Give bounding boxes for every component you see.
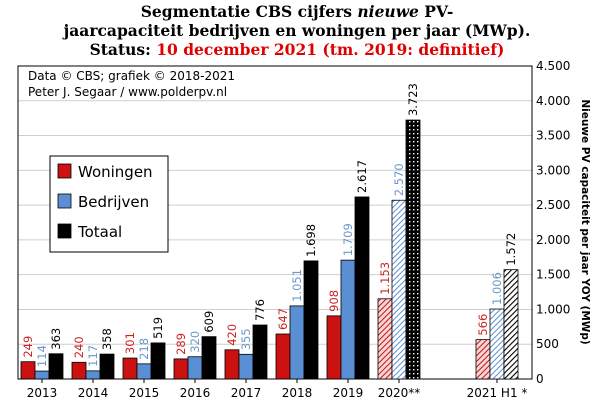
bar-totaal-2016	[201, 336, 217, 380]
value-label-bedrijven: 114	[35, 345, 49, 367]
bar-totaal-2018	[303, 260, 319, 380]
legend-swatch-totaal	[57, 223, 72, 239]
value-label-totaal: 609	[202, 311, 216, 333]
x-tick-label: 2015	[129, 386, 160, 400]
value-label-bedrijven: 218	[137, 338, 151, 360]
credit-line1: Data © CBS; grafiek © 2018-2021	[28, 69, 235, 83]
chart-status: Status: 10 december 2021 (tm. 2019: defi…	[90, 40, 505, 59]
value-label-totaal: 1.572	[504, 233, 518, 266]
y-tick-label: 4.000	[536, 94, 570, 108]
bar-bedrijven-2019	[340, 259, 356, 380]
x-tick-label: 2019	[333, 386, 364, 400]
bar-totaal-2021H1	[503, 269, 519, 380]
bar-totaal-2019	[354, 196, 370, 380]
value-label-woningen: 566	[476, 314, 490, 336]
value-label-woningen: 420	[225, 324, 239, 346]
bar-woningen-2017	[224, 349, 240, 380]
y-axis-label: Nieuwe PV capaciteit per jaar YOY (MWp)	[579, 99, 591, 344]
bar-woningen-2016	[173, 358, 189, 380]
value-label-totaal: 1.698	[304, 224, 318, 257]
bar-woningen-2020	[377, 298, 393, 380]
legend-swatch-woningen	[57, 163, 72, 179]
value-label-bedrijven: 117	[86, 345, 100, 367]
value-label-bedrijven: 2.570	[392, 163, 406, 196]
value-label-woningen: 1.153	[378, 262, 392, 295]
x-tick-label: 2020**	[378, 386, 421, 400]
value-label-woningen: 249	[21, 336, 35, 358]
y-tick-label: 3.000	[536, 163, 570, 177]
value-label-woningen: 908	[327, 290, 341, 312]
value-label-totaal: 3.723	[406, 83, 420, 116]
bar-totaal-2015	[150, 342, 166, 380]
y-tick-label: 1.000	[536, 302, 570, 316]
chart-title-line1: Segmentatie CBS cijfers nieuwe PV-	[141, 2, 454, 21]
chart-title-line2: jaarcapaciteit bedrijven en woningen per…	[62, 21, 531, 40]
plot-frame	[17, 65, 533, 380]
value-label-totaal: 2.617	[355, 160, 369, 193]
value-label-totaal: 776	[253, 299, 267, 321]
bar-woningen-2013	[20, 361, 36, 380]
bars	[20, 119, 519, 380]
y-axis: 0 500 1.000 1.500 2.000 2.500 3.000 3.500 4.000 4…	[536, 59, 570, 386]
bar-totaal-2020	[405, 119, 421, 380]
bar-woningen-2021H1	[475, 339, 491, 380]
y-tick-label: 2.500	[536, 198, 570, 212]
legend-label-totaal: Totaal	[77, 223, 122, 241]
y-tick-label: 500	[536, 337, 559, 351]
x-tick-label: 2014	[78, 386, 109, 400]
x-tick-label: 2018	[282, 386, 313, 400]
value-label-woningen: 647	[276, 308, 290, 330]
value-label-totaal: 363	[49, 328, 63, 350]
value-label-totaal: 358	[100, 328, 114, 350]
legend-swatch-bedrijven	[57, 193, 72, 209]
x-tick-label: 2013	[27, 386, 58, 400]
value-label-bedrijven: 1.051	[290, 269, 304, 302]
legend-label-woningen: Woningen	[78, 163, 153, 181]
bar-bedrijven-2017	[238, 353, 254, 380]
legend: Woningen Bedrijven Totaal	[49, 155, 169, 253]
bar-bedrijven-2013	[34, 370, 50, 380]
value-label-bedrijven: 1.709	[341, 223, 355, 256]
y-tick-label: 2.000	[536, 233, 570, 247]
x-tick-label: 2017	[231, 386, 262, 400]
bar-woningen-2015	[122, 357, 138, 380]
x-tick-label: 2021 H1 *	[467, 386, 528, 400]
value-label-bedrijven: 320	[188, 331, 202, 353]
x-tick-label: 2016	[180, 386, 211, 400]
value-label-bedrijven: 1.006	[490, 272, 504, 305]
y-tick-label: 1.500	[536, 268, 570, 282]
bar-bedrijven-2015	[136, 363, 152, 380]
legend-label-bedrijven: Bedrijven	[78, 193, 149, 211]
value-label-woningen: 240	[72, 336, 86, 358]
bar-totaal-2017	[252, 324, 268, 380]
x-axis: 2013 2014 2015 2016 2017 2018 2019 2020** 2021 H…	[27, 379, 528, 400]
value-label-bedrijven: 355	[239, 328, 253, 350]
value-label-totaal: 519	[151, 317, 165, 339]
bar-bedrijven-2020	[391, 199, 407, 380]
bar-woningen-2018	[275, 333, 291, 380]
bar-totaal-2013	[48, 353, 64, 380]
bar-bedrijven-2016	[187, 356, 203, 380]
bar-woningen-2014	[71, 361, 87, 380]
bar-bedrijven-2018	[289, 305, 305, 380]
bar-totaal-2014	[99, 353, 115, 380]
bar-bedrijven-2021H1	[489, 308, 505, 380]
y-tick-label: 4.500	[536, 59, 570, 73]
y-tick-label: 3.500	[536, 129, 570, 143]
credit-line2: Peter J. Segaar / www.polderpv.nl	[28, 85, 227, 99]
y-tick-label: 0	[536, 372, 544, 386]
bar-woningen-2019	[326, 315, 342, 380]
value-label-woningen: 289	[174, 333, 188, 355]
value-label-woningen: 301	[123, 332, 137, 354]
bar-bedrijven-2014	[85, 370, 101, 380]
